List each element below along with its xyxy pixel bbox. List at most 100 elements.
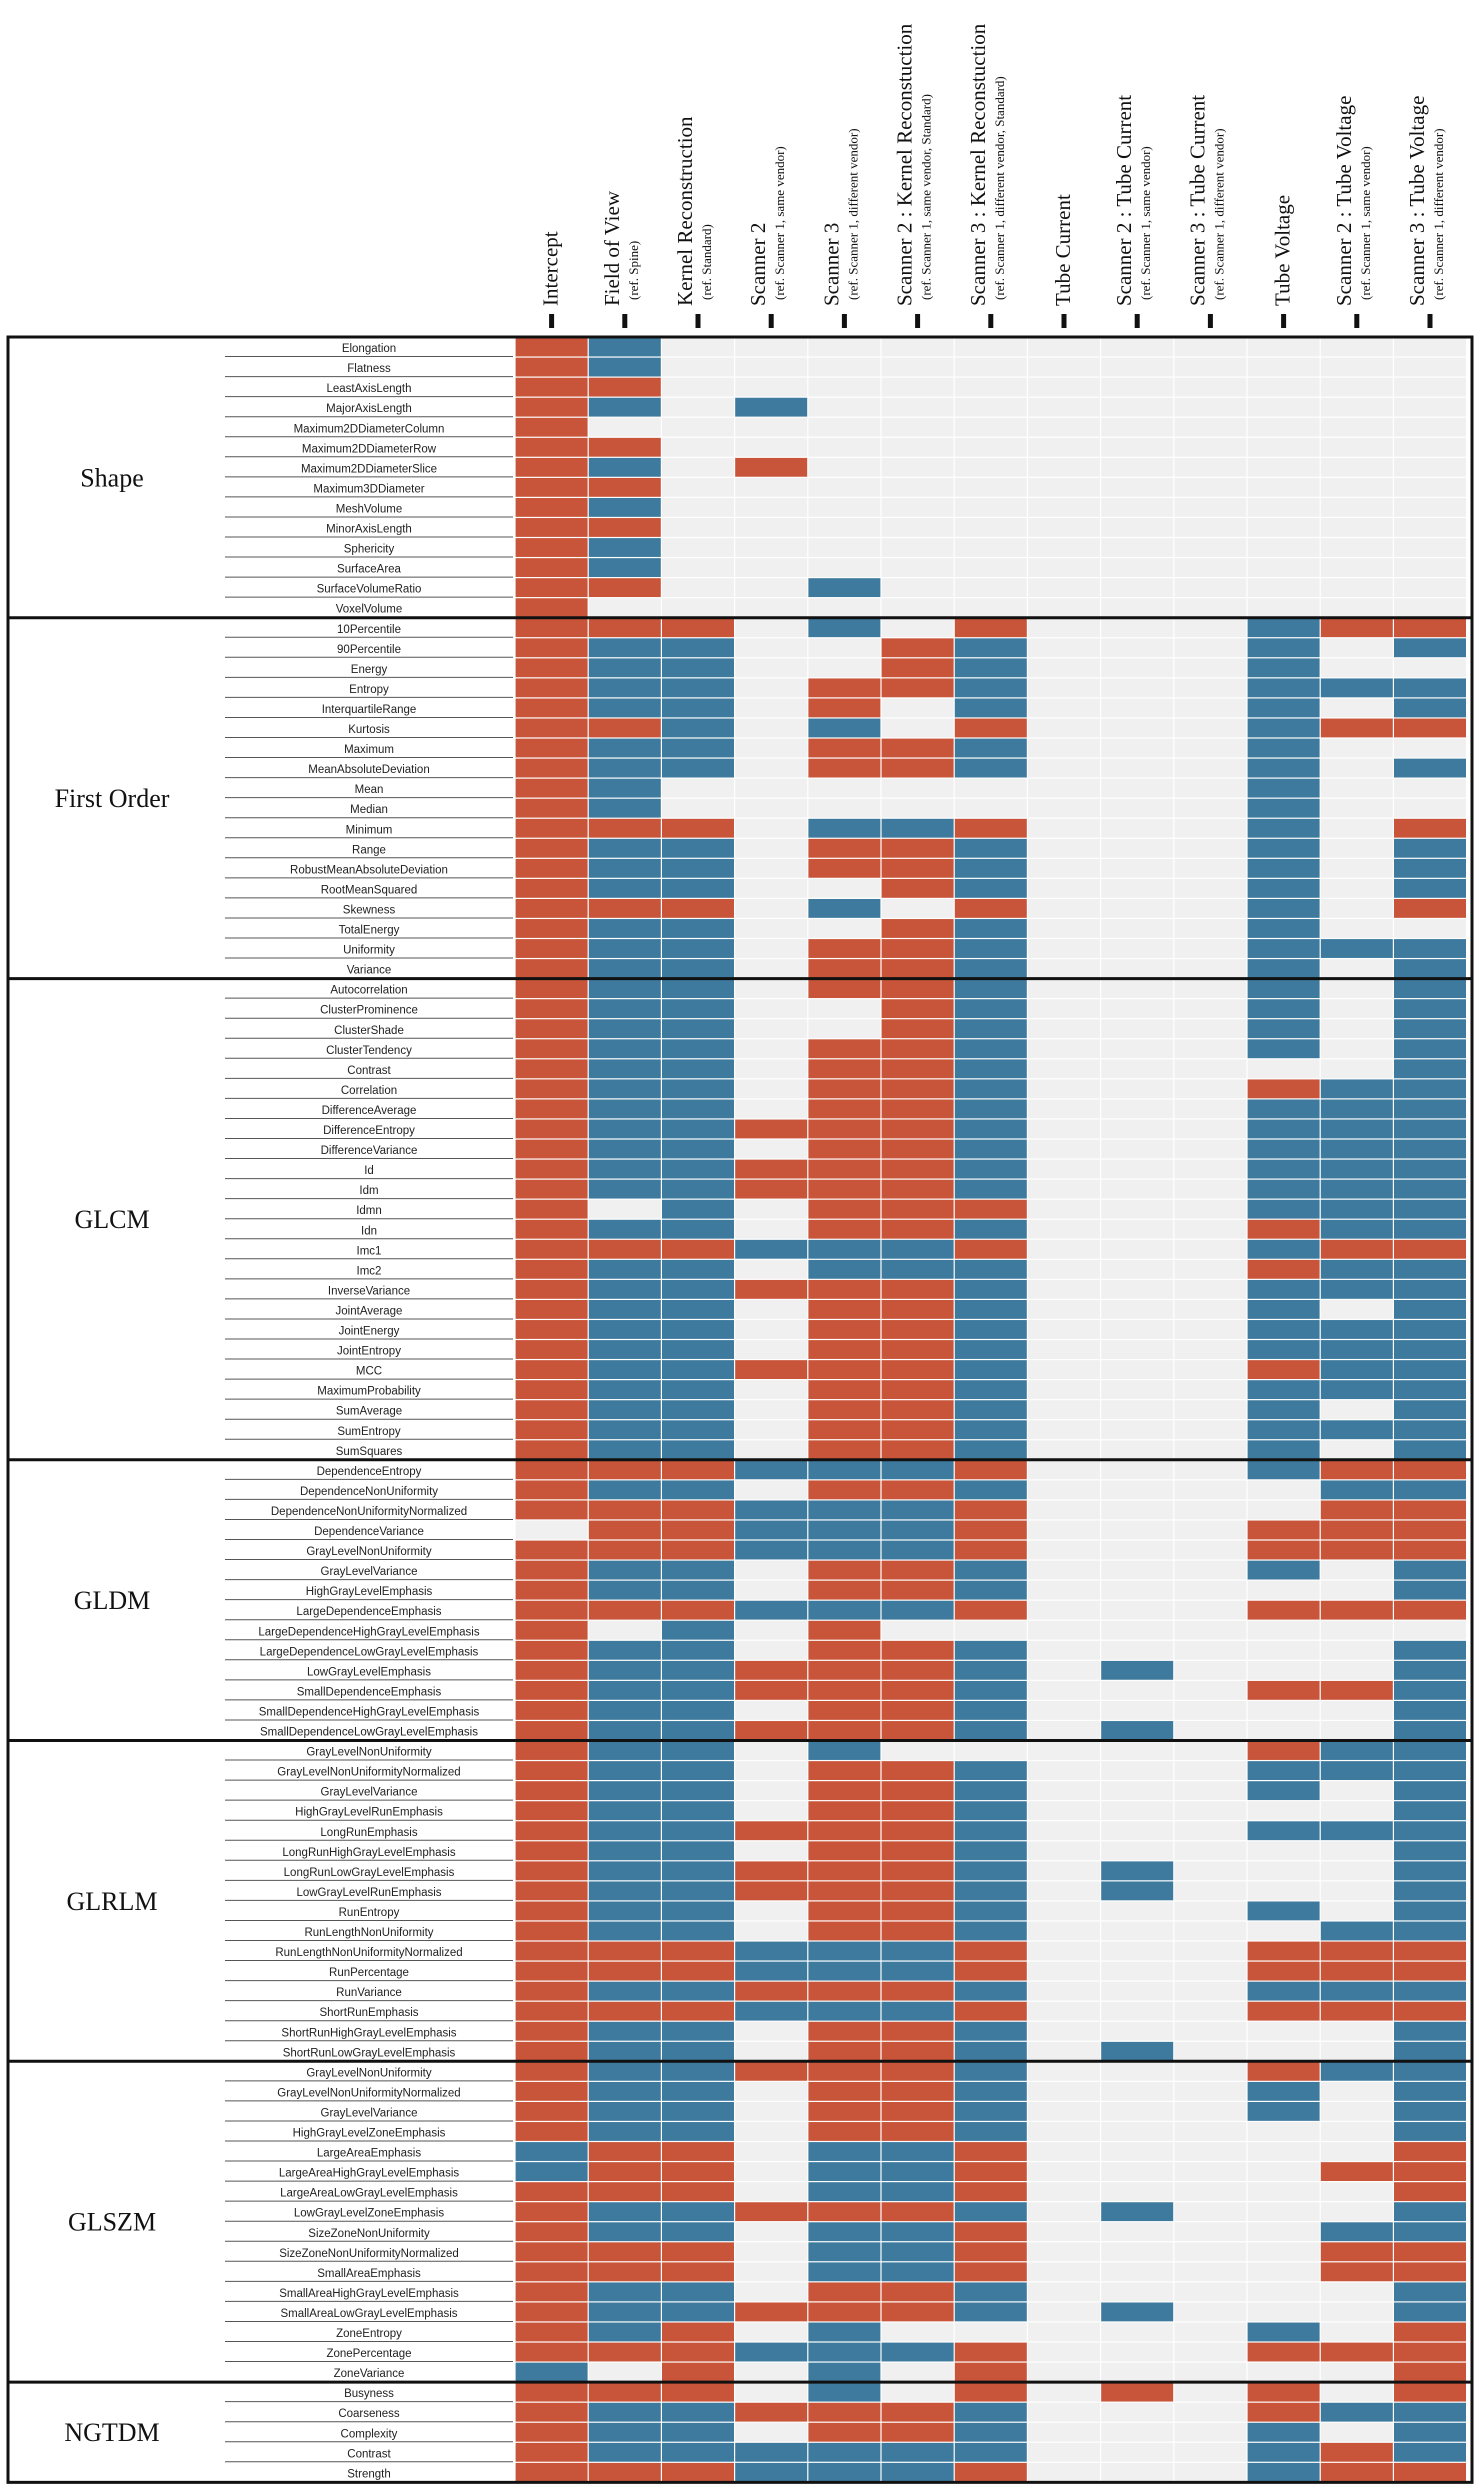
heatmap-cell <box>1320 2001 1393 2021</box>
heatmap-cell <box>954 1540 1027 1560</box>
heatmap-cell <box>1101 2382 1174 2402</box>
row-label: SumAverage <box>336 1406 402 1418</box>
heatmap-cell <box>662 1119 734 1139</box>
row-label: InterquartileRange <box>322 704 417 716</box>
heatmap-cell <box>808 1199 881 1219</box>
heatmap-cell <box>1028 518 1100 537</box>
heatmap-cell <box>735 1159 808 1179</box>
heatmap-cell <box>588 1099 661 1119</box>
heatmap-cell <box>1101 1841 1174 1861</box>
heatmap-cell <box>515 1059 588 1079</box>
heatmap-cell <box>808 1159 881 1179</box>
heatmap-cell <box>1247 1901 1320 1921</box>
heatmap-cell <box>1394 1440 1466 1460</box>
heatmap-cell <box>1174 1279 1247 1299</box>
heatmap-cell <box>515 2362 588 2382</box>
heatmap-cell <box>1028 778 1100 798</box>
heatmap-cell <box>1174 1500 1247 1520</box>
heatmap-cell <box>1394 1019 1466 1039</box>
heatmap-cell <box>588 2382 661 2402</box>
heatmap-cell <box>808 1219 881 1239</box>
heatmap-cell <box>1028 498 1100 517</box>
heatmap-cell <box>808 858 881 878</box>
heatmap-cell <box>1394 417 1466 437</box>
heatmap-cell <box>1174 518 1247 537</box>
heatmap-cell <box>515 1540 588 1560</box>
heatmap-cell <box>1101 1159 1174 1179</box>
heatmap-cell <box>588 2362 661 2382</box>
heatmap-cell <box>1320 558 1393 577</box>
heatmap-cell <box>1028 658 1100 678</box>
row-label: ClusterShade <box>334 1025 404 1037</box>
heatmap-cell <box>515 899 588 918</box>
row-label: LargeAreaLowGrayLevelEmphasis <box>280 2188 458 2200</box>
heatmap-cell <box>1247 2202 1320 2222</box>
heatmap-cell <box>808 1239 881 1259</box>
heatmap-cell <box>1394 2162 1466 2181</box>
heatmap-cell <box>881 1340 954 1359</box>
heatmap-cell <box>1394 558 1466 577</box>
heatmap-cell <box>808 1721 881 1740</box>
heatmap-cell <box>881 357 954 377</box>
heatmap-cell <box>881 738 954 758</box>
heatmap-cell <box>1174 778 1247 798</box>
heatmap-cell <box>1028 1580 1100 1600</box>
heatmap-cell <box>1394 1821 1466 1841</box>
heatmap-cell <box>881 698 954 718</box>
column-tick <box>695 314 701 328</box>
heatmap-cell <box>954 1039 1027 1059</box>
heatmap-cell <box>735 1420 808 1440</box>
heatmap-cell <box>1174 1440 1247 1460</box>
row-label: ClusterTendency <box>326 1045 412 1057</box>
heatmap-cell <box>1394 698 1466 718</box>
heatmap-cell <box>662 2242 734 2262</box>
heatmap-cell <box>588 357 661 377</box>
heatmap-cell <box>1394 1961 1466 1981</box>
heatmap-cell <box>954 2021 1027 2041</box>
row-label: JointAverage <box>336 1305 403 1317</box>
heatmap-cell <box>515 818 588 838</box>
heatmap-cell <box>1174 658 1247 678</box>
heatmap-cell <box>1247 1300 1320 1319</box>
heatmap-cell <box>1101 2422 1174 2442</box>
column-header: Scanner 3 : Tube Voltage <box>1405 96 1429 306</box>
heatmap-cell <box>954 1300 1027 1319</box>
heatmap-cell <box>1174 1981 1247 2001</box>
heatmap-cell <box>1394 2402 1466 2422</box>
heatmap-cell <box>1247 738 1320 758</box>
heatmap-cell <box>588 1360 661 1379</box>
heatmap-cell <box>808 738 881 758</box>
heatmap-cell <box>1101 1420 1174 1440</box>
row-label: ZonePercentage <box>326 2348 411 2360</box>
heatmap-cell <box>1028 2001 1100 2021</box>
heatmap-cell <box>881 1660 954 1680</box>
heatmap-cell <box>881 1861 954 1881</box>
heatmap-cell <box>662 1300 734 1319</box>
heatmap-cell <box>735 2242 808 2262</box>
heatmap-cell <box>1174 1259 1247 1279</box>
row-label: Coarseness <box>338 2408 400 2420</box>
row-label: Idn <box>361 1225 377 1237</box>
group-label: First Order <box>55 784 170 813</box>
row-label: ZoneVariance <box>334 2368 405 2380</box>
heatmap-cell <box>515 1480 588 1500</box>
heatmap-cell <box>515 1941 588 1961</box>
heatmap-cell <box>1394 1841 1466 1861</box>
heatmap-cell <box>1174 2302 1247 2322</box>
heatmap-cell <box>881 2081 954 2101</box>
heatmap-cell <box>1174 1320 1247 1339</box>
heatmap-cell <box>515 999 588 1019</box>
heatmap-cell <box>954 2081 1027 2101</box>
heatmap-cell <box>1028 357 1100 377</box>
heatmap-cell <box>515 1881 588 1901</box>
row-label: SmallDependenceEmphasis <box>297 1686 442 1698</box>
heatmap-cell <box>1174 1099 1247 1119</box>
heatmap-cell <box>1394 1520 1466 1540</box>
heatmap-cell <box>662 437 734 457</box>
row-label: VoxelVolume <box>336 604 403 616</box>
heatmap-cell <box>588 1901 661 1921</box>
row-label: DependenceVariance <box>314 1526 424 1538</box>
row-label: ZoneEntropy <box>336 2328 402 2340</box>
heatmap-cell <box>588 1761 661 1780</box>
heatmap-cell <box>881 1941 954 1961</box>
